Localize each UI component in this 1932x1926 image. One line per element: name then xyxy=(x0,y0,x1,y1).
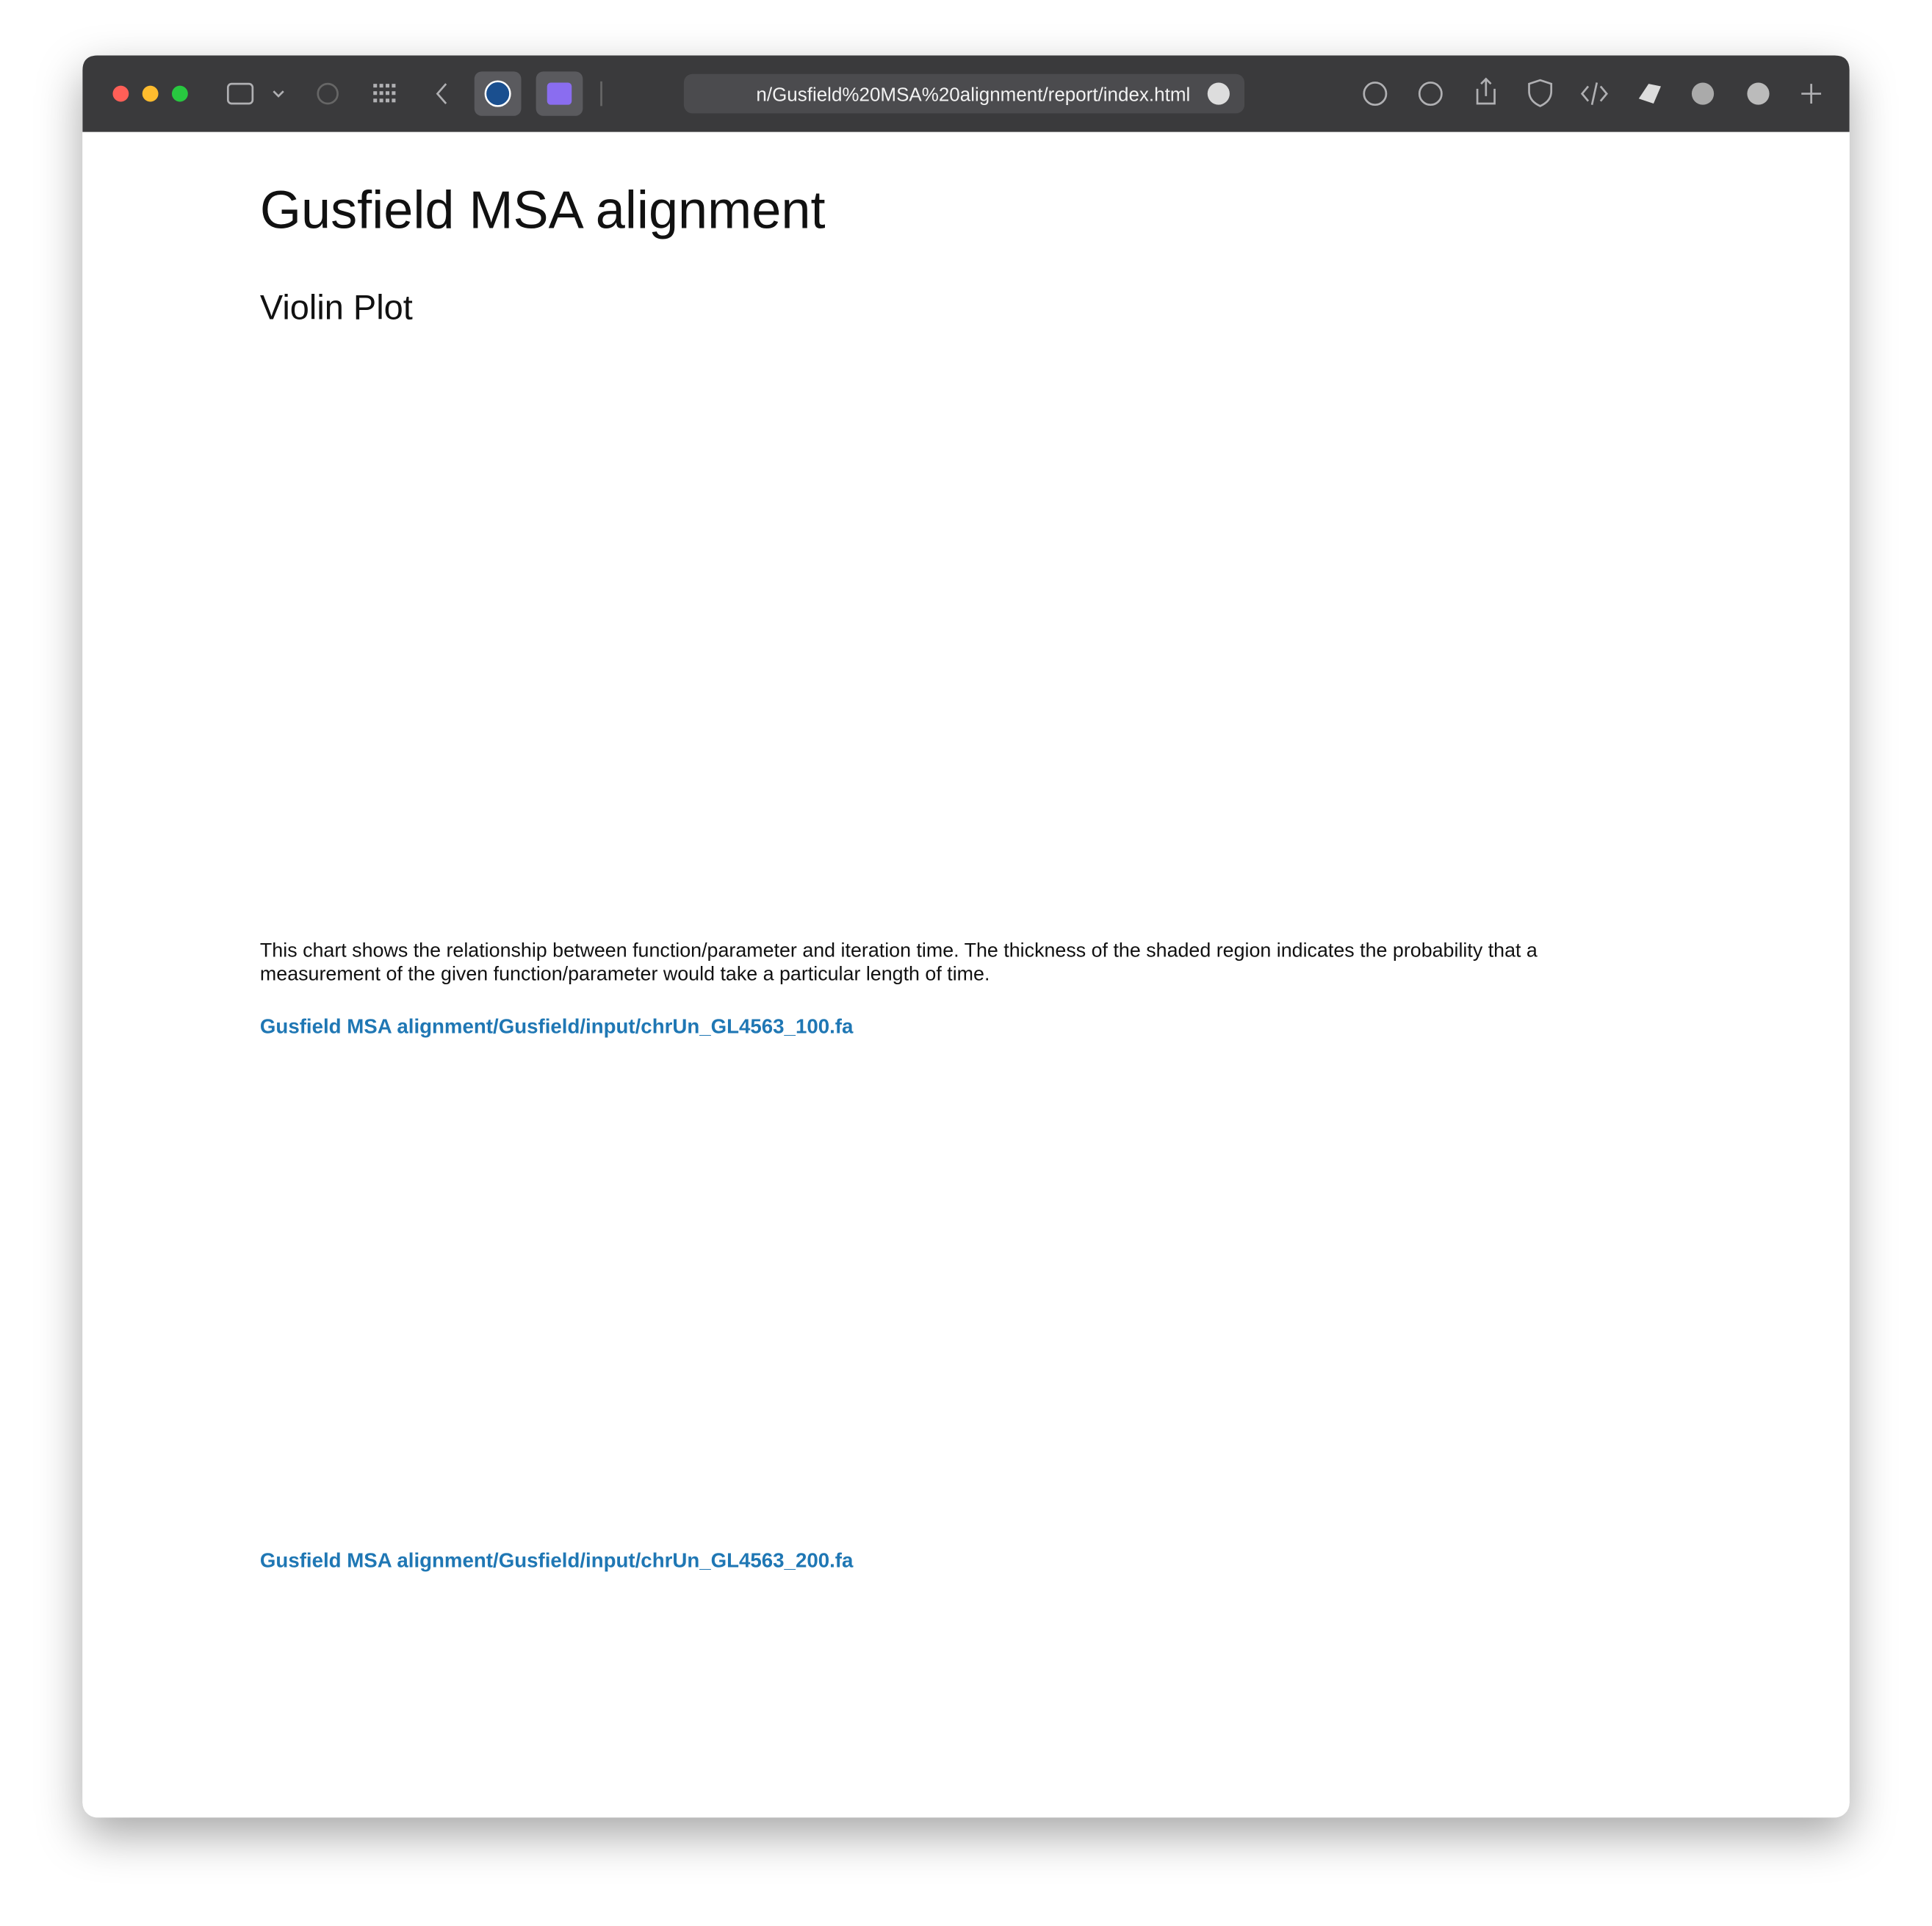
close-button[interactable] xyxy=(112,85,129,102)
section-heading: Violin Plot xyxy=(260,288,413,327)
grid-icon[interactable] xyxy=(373,84,396,103)
benchmark-link[interactable]: Gusfield MSA alignment/Gusfield/input/ch… xyxy=(260,1549,854,1572)
tab-favicon xyxy=(547,82,572,105)
extension-icon[interactable] xyxy=(1638,84,1661,104)
window xyxy=(82,55,1850,1818)
downloads-button[interactable] xyxy=(1363,82,1388,107)
page-content: Gusfield MSA alignment Violin Plot This … xyxy=(259,181,1538,1572)
minimize-button[interactable] xyxy=(142,85,159,102)
zoom-button[interactable] xyxy=(171,85,188,102)
dropdown-icon[interactable] xyxy=(273,90,284,98)
address-bar[interactable] xyxy=(683,73,1245,114)
github-icon[interactable] xyxy=(1691,82,1715,105)
page-menu-button[interactable] xyxy=(1207,82,1230,105)
shield-button[interactable] xyxy=(1528,79,1553,107)
share-button[interactable] xyxy=(1476,77,1496,105)
tab-favicon xyxy=(484,80,511,107)
description-box: This chart shows the relationship betwee… xyxy=(259,940,1538,986)
page-title: Gusfield MSA alignment xyxy=(260,181,826,240)
dev-button[interactable] xyxy=(1580,82,1608,105)
settings-icon[interactable] xyxy=(317,82,339,105)
url: n/Gusfield%20MSA%20alignment/report/inde… xyxy=(756,84,1190,106)
back-button[interactable] xyxy=(436,83,447,104)
sidebar-icon[interactable] xyxy=(226,82,254,105)
extension-icon[interactable] xyxy=(1747,82,1770,105)
description: This chart shows the relationship betwee… xyxy=(259,940,1538,986)
benchmark-link[interactable]: Gusfield MSA alignment/Gusfield/input/ch… xyxy=(260,1015,854,1038)
info-button[interactable] xyxy=(1418,82,1443,107)
new-tab-button[interactable] xyxy=(1801,84,1822,104)
